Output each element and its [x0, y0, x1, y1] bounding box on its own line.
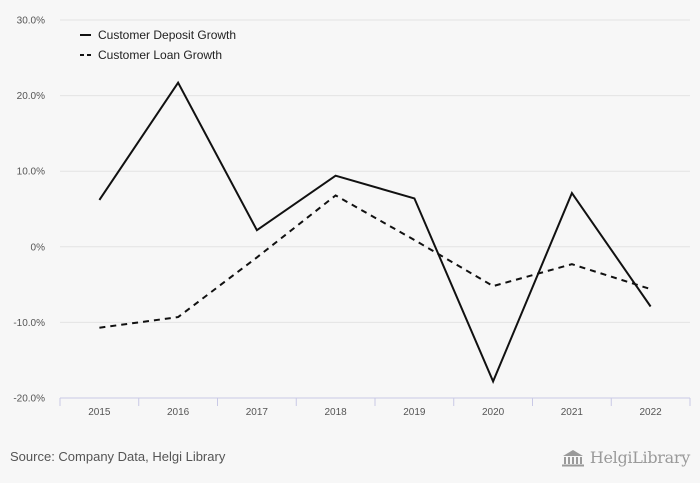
brand-logo[interactable]: HelgiLibrary	[561, 448, 690, 467]
legend-item[interactable]: Customer Loan Growth	[80, 48, 222, 62]
data-point[interactable]	[411, 237, 417, 243]
data-point[interactable]	[96, 197, 102, 203]
series-line-customer-loan-growth[interactable]	[99, 194, 651, 329]
data-point[interactable]	[648, 304, 654, 310]
x-tick-label: 2017	[246, 407, 269, 418]
data-point[interactable]	[254, 254, 260, 260]
y-tick-label: 20.0%	[17, 91, 45, 102]
data-point[interactable]	[175, 80, 181, 86]
data-point[interactable]	[333, 192, 339, 198]
y-tick-label: 30.0%	[17, 16, 45, 27]
series-line-customer-deposit-growth[interactable]	[98, 80, 652, 384]
x-tick-label: 2022	[640, 407, 663, 418]
library-building-icon	[561, 449, 584, 466]
data-point[interactable]	[490, 283, 496, 289]
data-point[interactable]	[490, 378, 496, 384]
data-point[interactable]	[569, 261, 575, 267]
data-point[interactable]	[411, 195, 417, 201]
legend-item[interactable]: Customer Deposit Growth	[80, 28, 236, 42]
x-axis: 2015 2016 2017 2018 2019 2020 2021 2022	[59, 397, 691, 418]
x-tick-label: 2015	[88, 407, 111, 418]
grid-lines	[60, 19, 690, 323]
legend: Customer Deposit Growth Customer Loan Gro…	[80, 28, 236, 62]
data-point[interactable]	[175, 314, 181, 320]
brand-name: HelgiLibrary	[589, 448, 690, 467]
x-tick-label: 2018	[325, 407, 348, 418]
y-tick-label: -10.0%	[13, 318, 45, 329]
x-tick-label: 2016	[167, 407, 190, 418]
legend-label: Customer Loan Growth	[98, 48, 222, 62]
y-axis: -20.0% -10.0% 0% 10.0% 20.0% 30.0%	[13, 16, 45, 405]
source-note: Source: Company Data, Helgi Library	[10, 449, 226, 464]
data-point[interactable]	[648, 286, 654, 292]
x-tick-label: 2021	[561, 407, 584, 418]
y-tick-label: 10.0%	[17, 167, 45, 178]
y-tick-label: 0%	[31, 242, 46, 253]
data-point[interactable]	[333, 173, 339, 179]
data-point[interactable]	[254, 227, 260, 233]
data-point[interactable]	[569, 190, 575, 196]
x-tick-label: 2019	[403, 407, 426, 418]
series-lines	[96, 80, 654, 384]
data-point[interactable]	[96, 325, 102, 331]
x-tick-label: 2020	[482, 407, 505, 418]
legend-label: Customer Deposit Growth	[98, 28, 236, 42]
y-tick-label: -20.0%	[13, 394, 45, 405]
